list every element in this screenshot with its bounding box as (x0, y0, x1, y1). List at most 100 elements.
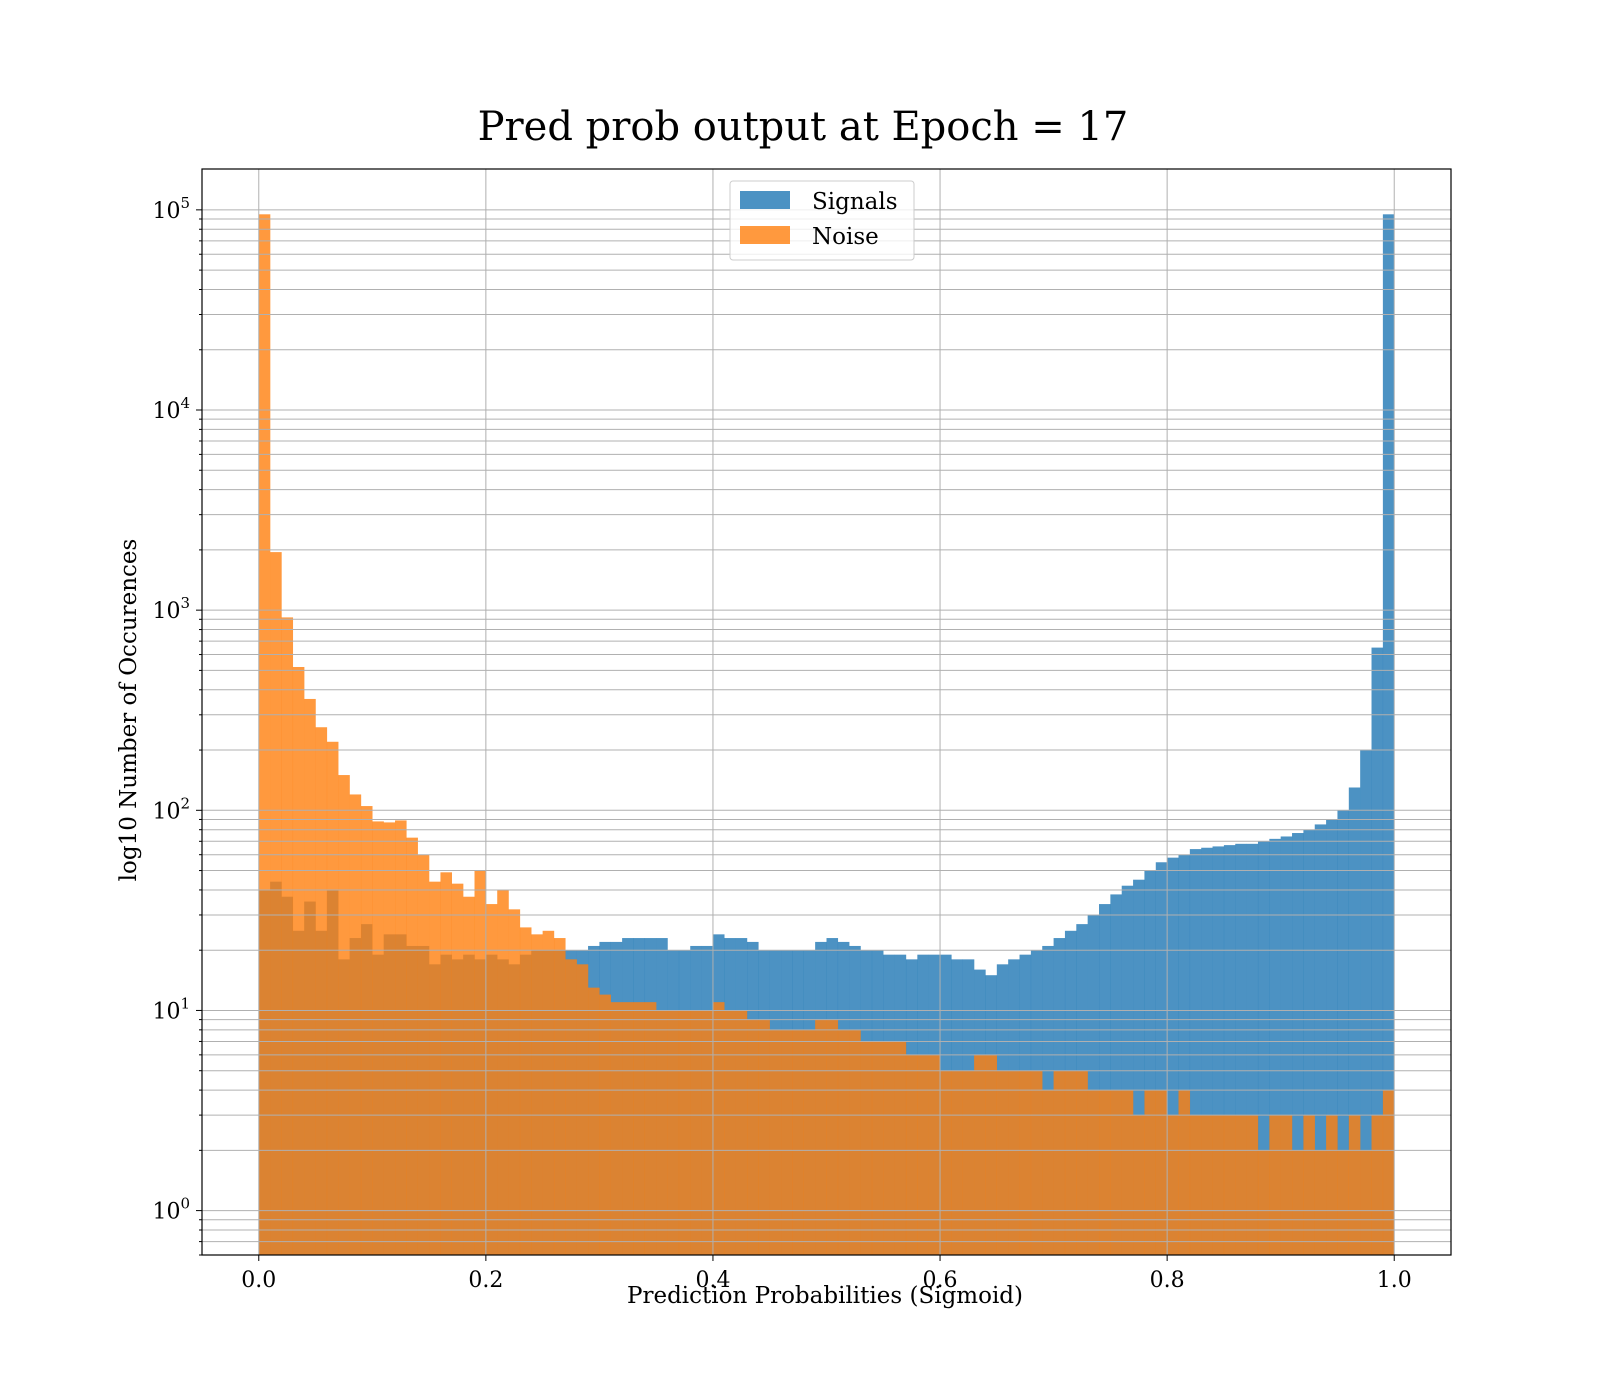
y-tick-label: 100 (152, 1195, 190, 1225)
bar-noise (553, 938, 566, 1255)
bar-signals (1337, 810, 1350, 1255)
bar-noise (474, 870, 487, 1255)
bar-noise (395, 820, 407, 1255)
legend-label-noise: Noise (812, 224, 879, 250)
bar-noise (1019, 1070, 1032, 1255)
series-noise (258, 214, 1395, 1256)
bar-noise (1144, 1090, 1156, 1255)
bar-noise (622, 1002, 634, 1255)
bar-noise (781, 1029, 793, 1255)
bar-signals (1382, 214, 1395, 1256)
bar-noise (281, 617, 294, 1255)
bar-noise (962, 1070, 975, 1255)
bar-signals (1280, 836, 1293, 1255)
bar-noise (1235, 1115, 1247, 1255)
bar-noise (372, 821, 384, 1255)
bar-noise (531, 934, 543, 1255)
bar-signals (1326, 819, 1338, 1255)
bar-noise (883, 1041, 895, 1255)
bar-noise (1348, 1115, 1361, 1255)
bar-noise (769, 1029, 782, 1255)
bar-signals (1133, 879, 1145, 1255)
legend-swatch-noise (740, 226, 790, 244)
bar-noise (1076, 1070, 1088, 1255)
bar-noise (815, 1019, 827, 1255)
bar-noise (1280, 1115, 1293, 1255)
bars-layer (258, 214, 1395, 1256)
bar-noise (1326, 1115, 1338, 1255)
bar-signals (1246, 843, 1259, 1255)
bar-noise (724, 1010, 736, 1255)
bar-signals (1144, 870, 1156, 1255)
bar-noise (1155, 1090, 1168, 1255)
bar-noise (633, 1002, 646, 1255)
bar-noise (951, 1070, 963, 1255)
bar-noise (644, 1002, 657, 1255)
bar-noise (712, 1002, 725, 1255)
y-tick-label: 102 (152, 794, 190, 824)
bar-signals (1314, 824, 1327, 1255)
bar-noise (917, 1054, 929, 1255)
bar-signals (1212, 846, 1225, 1255)
bar-noise (542, 930, 555, 1255)
bar-noise (678, 1010, 691, 1255)
bar-noise (860, 1041, 873, 1255)
bar-noise (996, 1070, 1009, 1255)
bar-noise (588, 987, 600, 1255)
bar-noise (849, 1029, 861, 1255)
bar-noise (1110, 1090, 1122, 1255)
bar-noise (326, 741, 339, 1255)
bar-noise (1292, 1150, 1304, 1255)
bar-signals (1292, 833, 1304, 1255)
bar-noise (1223, 1115, 1236, 1255)
bar-noise (497, 889, 509, 1255)
x-tick-label: 1.0 (1377, 1268, 1412, 1293)
bar-signals (1257, 841, 1270, 1255)
bar-signals (1099, 904, 1111, 1255)
bar-noise (1121, 1090, 1134, 1255)
bar-noise (1337, 1150, 1350, 1255)
bar-noise (292, 666, 305, 1255)
x-tick-label: 0.0 (241, 1268, 276, 1293)
bar-noise (1064, 1070, 1077, 1255)
bar-noise (985, 1054, 998, 1255)
bar-noise (1314, 1150, 1327, 1255)
bar-noise (803, 1029, 816, 1255)
bar-noise (1257, 1150, 1270, 1255)
bar-noise (519, 927, 532, 1255)
bar-signals (1235, 843, 1247, 1255)
bar-noise (871, 1041, 884, 1255)
bar-noise (1212, 1115, 1225, 1255)
bar-noise (451, 883, 464, 1255)
ticks-layer: 0.0 0.2 0.4 0.6 0.8 1.0 100 101 102 103 104 105 (152, 194, 1411, 1293)
y-tick-label: 101 (152, 994, 190, 1024)
bar-signals (1371, 647, 1384, 1255)
bar-noise (1189, 1115, 1202, 1255)
bar-noise (758, 1019, 770, 1255)
bar-noise (747, 1019, 759, 1255)
bar-noise (1099, 1090, 1111, 1255)
bar-noise (940, 1070, 952, 1255)
x-tick-label: 0.2 (468, 1268, 503, 1293)
bar-noise (1178, 1090, 1191, 1255)
bar-noise (1008, 1070, 1020, 1255)
bar-noise (667, 1010, 680, 1255)
bar-signals (1303, 829, 1315, 1255)
bar-noise (656, 1010, 668, 1255)
bar-signals (1348, 787, 1361, 1255)
bar-noise (1371, 1115, 1384, 1255)
plot-frame (201, 168, 1452, 1256)
bar-signals (1167, 857, 1179, 1255)
bar-noise (690, 1010, 702, 1255)
legend: Signals Noise (729, 180, 915, 261)
bar-noise (576, 964, 589, 1255)
bar-noise (792, 1029, 804, 1255)
bar-noise (928, 1054, 941, 1255)
y-tick-label: 104 (152, 394, 190, 424)
bar-noise (1133, 1115, 1145, 1255)
x-tick-label: 0.4 (695, 1268, 730, 1293)
bar-noise (599, 994, 611, 1255)
y-tick-label: 105 (152, 194, 190, 224)
